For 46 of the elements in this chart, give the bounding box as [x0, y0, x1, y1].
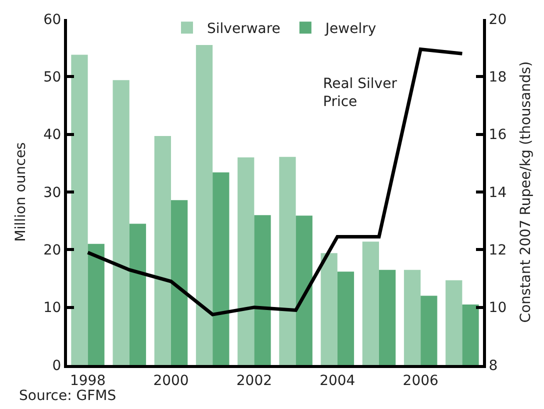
y2-tick-label: 12 — [488, 242, 507, 259]
bar — [320, 253, 338, 365]
bar — [279, 156, 296, 365]
bar — [462, 304, 479, 365]
bar — [296, 216, 312, 365]
y-tick-label: 0 — [52, 358, 62, 374]
x-tick-label: 1998 — [70, 372, 106, 389]
bar — [362, 242, 379, 365]
bar — [379, 270, 396, 365]
y-tick-label: 60 — [43, 12, 62, 28]
y-axis-title: Million ounces — [12, 142, 29, 242]
legend-label: Silverware — [207, 21, 280, 38]
x-tick-label: 2000 — [153, 372, 189, 389]
bar — [112, 80, 130, 365]
bar — [446, 280, 462, 365]
y2-tick-label: 14 — [488, 184, 507, 201]
y2-tick-label: 10 — [488, 300, 507, 316]
line-series — [86, 48, 464, 316]
bar — [171, 200, 188, 365]
y2-tick-label: 16 — [488, 127, 507, 144]
y2-axis-title: Constant 2007 Rupee/kg (thousands) — [518, 61, 534, 323]
y-tick-label: 30 — [43, 184, 62, 201]
bar — [212, 172, 230, 365]
x-tick-label: 2002 — [236, 372, 272, 389]
bar — [71, 54, 88, 365]
bar — [337, 272, 354, 365]
y-tick-label: 10 — [43, 300, 62, 316]
x-tick-label: 2006 — [402, 372, 438, 389]
bar — [420, 296, 438, 365]
y-tick-label: 50 — [43, 70, 62, 86]
y2-tick-label: 8 — [488, 358, 498, 374]
bar — [196, 44, 213, 365]
y2-tick-label: 20 — [488, 12, 507, 28]
source-note: Source: GFMS — [19, 388, 116, 404]
y2-tick-label: 18 — [488, 70, 507, 86]
annotation: Real Silver Price — [323, 76, 398, 110]
bar — [404, 270, 421, 365]
bar — [238, 157, 254, 365]
y-tick-label: 40 — [43, 127, 62, 144]
bar — [129, 224, 146, 365]
bar — [88, 244, 104, 365]
bar — [254, 215, 271, 365]
x-tick-label: 2004 — [320, 372, 356, 389]
bar — [154, 136, 171, 365]
legend-label: Jewelry — [324, 21, 376, 38]
y-tick-label: 20 — [43, 242, 62, 259]
